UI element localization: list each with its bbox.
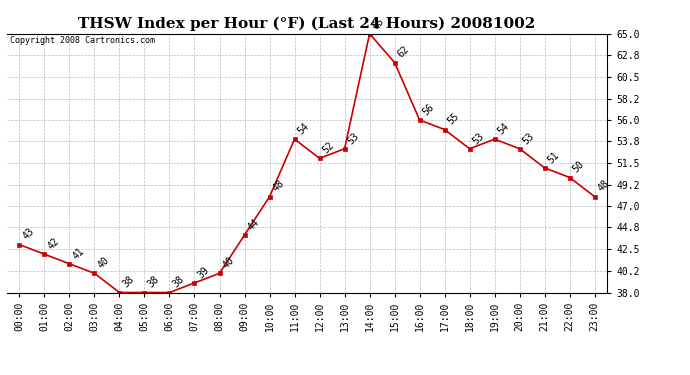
Text: 56: 56 [421,102,436,117]
Title: THSW Index per Hour (°F) (Last 24 Hours) 20081002: THSW Index per Hour (°F) (Last 24 Hours)… [79,17,535,31]
Text: 53: 53 [346,130,362,146]
Text: 53: 53 [521,130,536,146]
Text: 52: 52 [321,140,336,156]
Text: 38: 38 [121,274,136,290]
Text: 53: 53 [471,130,486,146]
Text: 44: 44 [246,217,262,232]
Text: 55: 55 [446,111,462,127]
Text: 38: 38 [171,274,186,290]
Text: 48: 48 [271,178,286,194]
Text: 41: 41 [71,246,86,261]
Text: 50: 50 [571,159,586,175]
Text: 62: 62 [396,44,411,60]
Text: Copyright 2008 Cartronics.com: Copyright 2008 Cartronics.com [10,36,155,45]
Text: 38: 38 [146,274,161,290]
Text: 48: 48 [596,178,611,194]
Text: 43: 43 [21,226,36,242]
Text: 54: 54 [496,121,511,136]
Text: 51: 51 [546,150,562,165]
Text: 40: 40 [96,255,111,270]
Text: 65: 65 [371,16,386,31]
Text: 40: 40 [221,255,236,270]
Text: 42: 42 [46,236,61,251]
Text: 39: 39 [196,265,211,280]
Text: 54: 54 [296,121,311,136]
